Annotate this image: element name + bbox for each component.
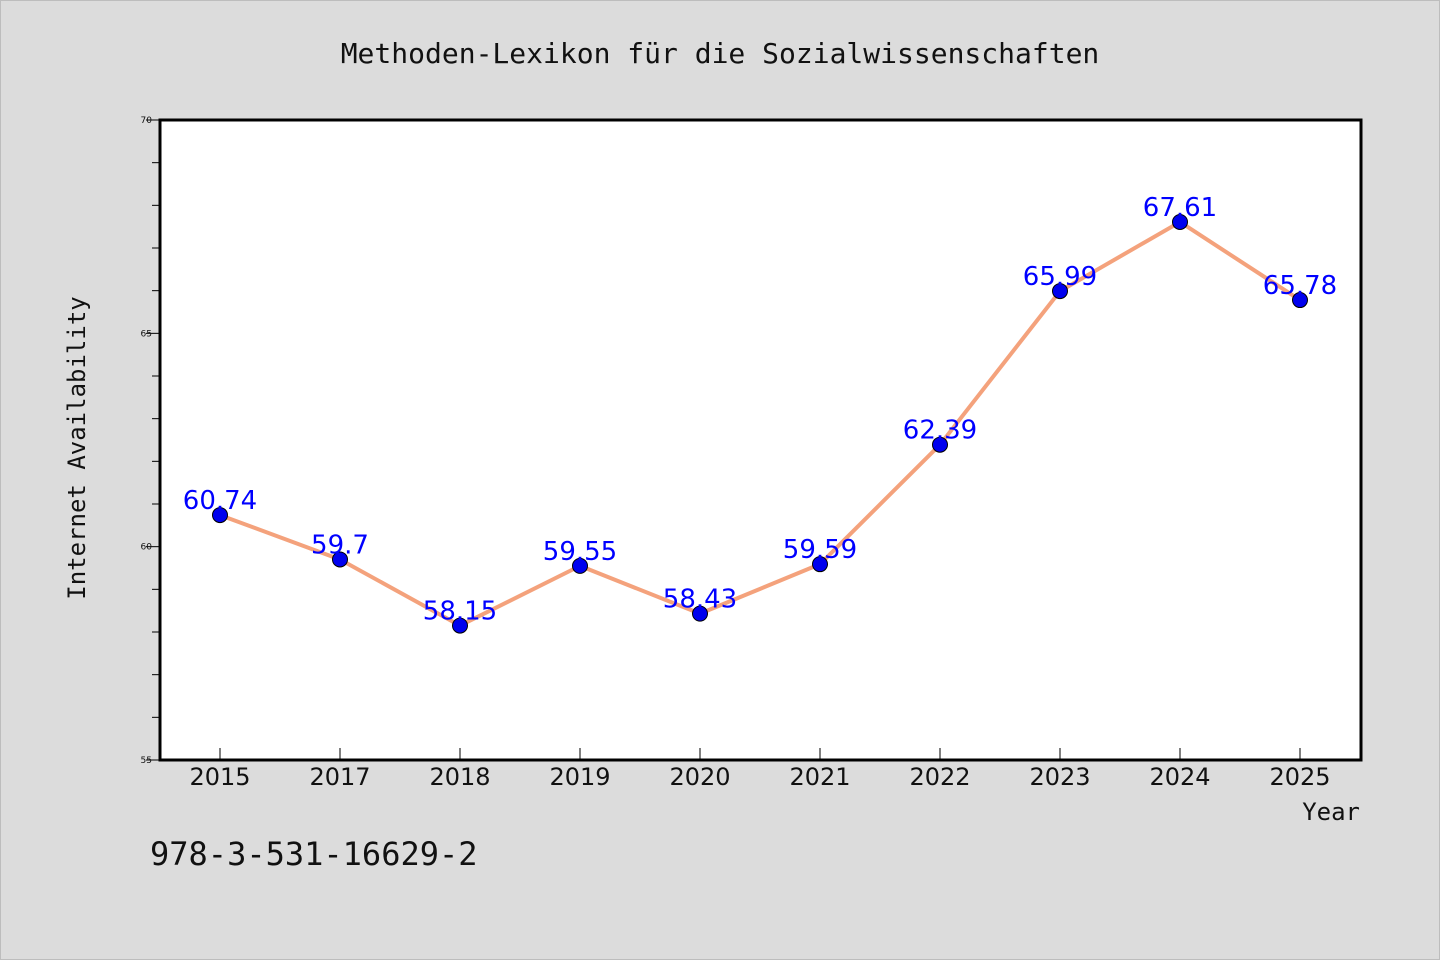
x-tick-label: 2019 (549, 763, 610, 791)
x-tick-label: 2015 (189, 763, 250, 791)
x-tick-label: 2017 (309, 763, 370, 791)
data-point (332, 551, 348, 568)
x-tick-label: 2021 (789, 763, 850, 791)
data-label: 58.15 (423, 597, 497, 627)
data-label: 59.55 (543, 537, 617, 567)
data-label: 65.99 (1023, 262, 1097, 292)
data-point (1172, 213, 1188, 230)
x-axis-label: Year (1302, 798, 1360, 826)
data-point (812, 556, 828, 573)
data-point (1292, 292, 1308, 309)
y-tick-label: 65 (141, 329, 152, 339)
data-label: 59.7 (311, 530, 369, 560)
series-line-group (218, 219, 1302, 628)
data-point (212, 507, 228, 524)
plot-area (158, 118, 1363, 762)
y-tick-label: 55 (141, 756, 152, 766)
data-label: 67.61 (1143, 193, 1217, 223)
x-tick-label: 2024 (1149, 763, 1210, 791)
data-label: 59.59 (783, 535, 857, 565)
data-label: 62.39 (903, 416, 977, 446)
data-point (1052, 283, 1068, 300)
data-point (692, 605, 708, 622)
x-tick-label: 2018 (429, 763, 490, 791)
x-tick-label: 2020 (669, 763, 730, 791)
y-tick-label: 60 (141, 543, 153, 553)
data-label: 60.74 (183, 486, 257, 516)
x-axis-tick-labels: 2015 2017 2018 2019 2020 2021 2022 2023 2024 2025 (189, 763, 1330, 791)
x-tick-label: 2023 (1029, 763, 1090, 791)
data-point (572, 557, 588, 574)
y-tick-label: 70 (141, 116, 153, 126)
data-point (932, 436, 948, 453)
chart-title: Methoden-Lexikon für die Sozialwissensch… (341, 37, 1100, 70)
data-labels-group: 60.74 59.7 58.15 59.55 58.43 59.59 62.39 65.99 6… (183, 193, 1337, 627)
series-markers-group (212, 213, 1308, 634)
y-axis-ticks (146, 119, 160, 761)
series-line (218, 219, 1302, 628)
data-label: 58.43 (663, 585, 737, 615)
x-tick-label: 2022 (909, 763, 970, 791)
isbn-text: 978-3-531-16629-2 (150, 835, 478, 873)
y-axis-tick-labels: 55 60 65 70 (141, 116, 153, 766)
data-point (452, 617, 468, 634)
y-axis-label: Internet Availability (63, 296, 91, 599)
x-tick-label: 2025 (1269, 763, 1330, 791)
x-axis-ticks (219, 748, 1301, 760)
data-label: 65.78 (1263, 271, 1337, 301)
